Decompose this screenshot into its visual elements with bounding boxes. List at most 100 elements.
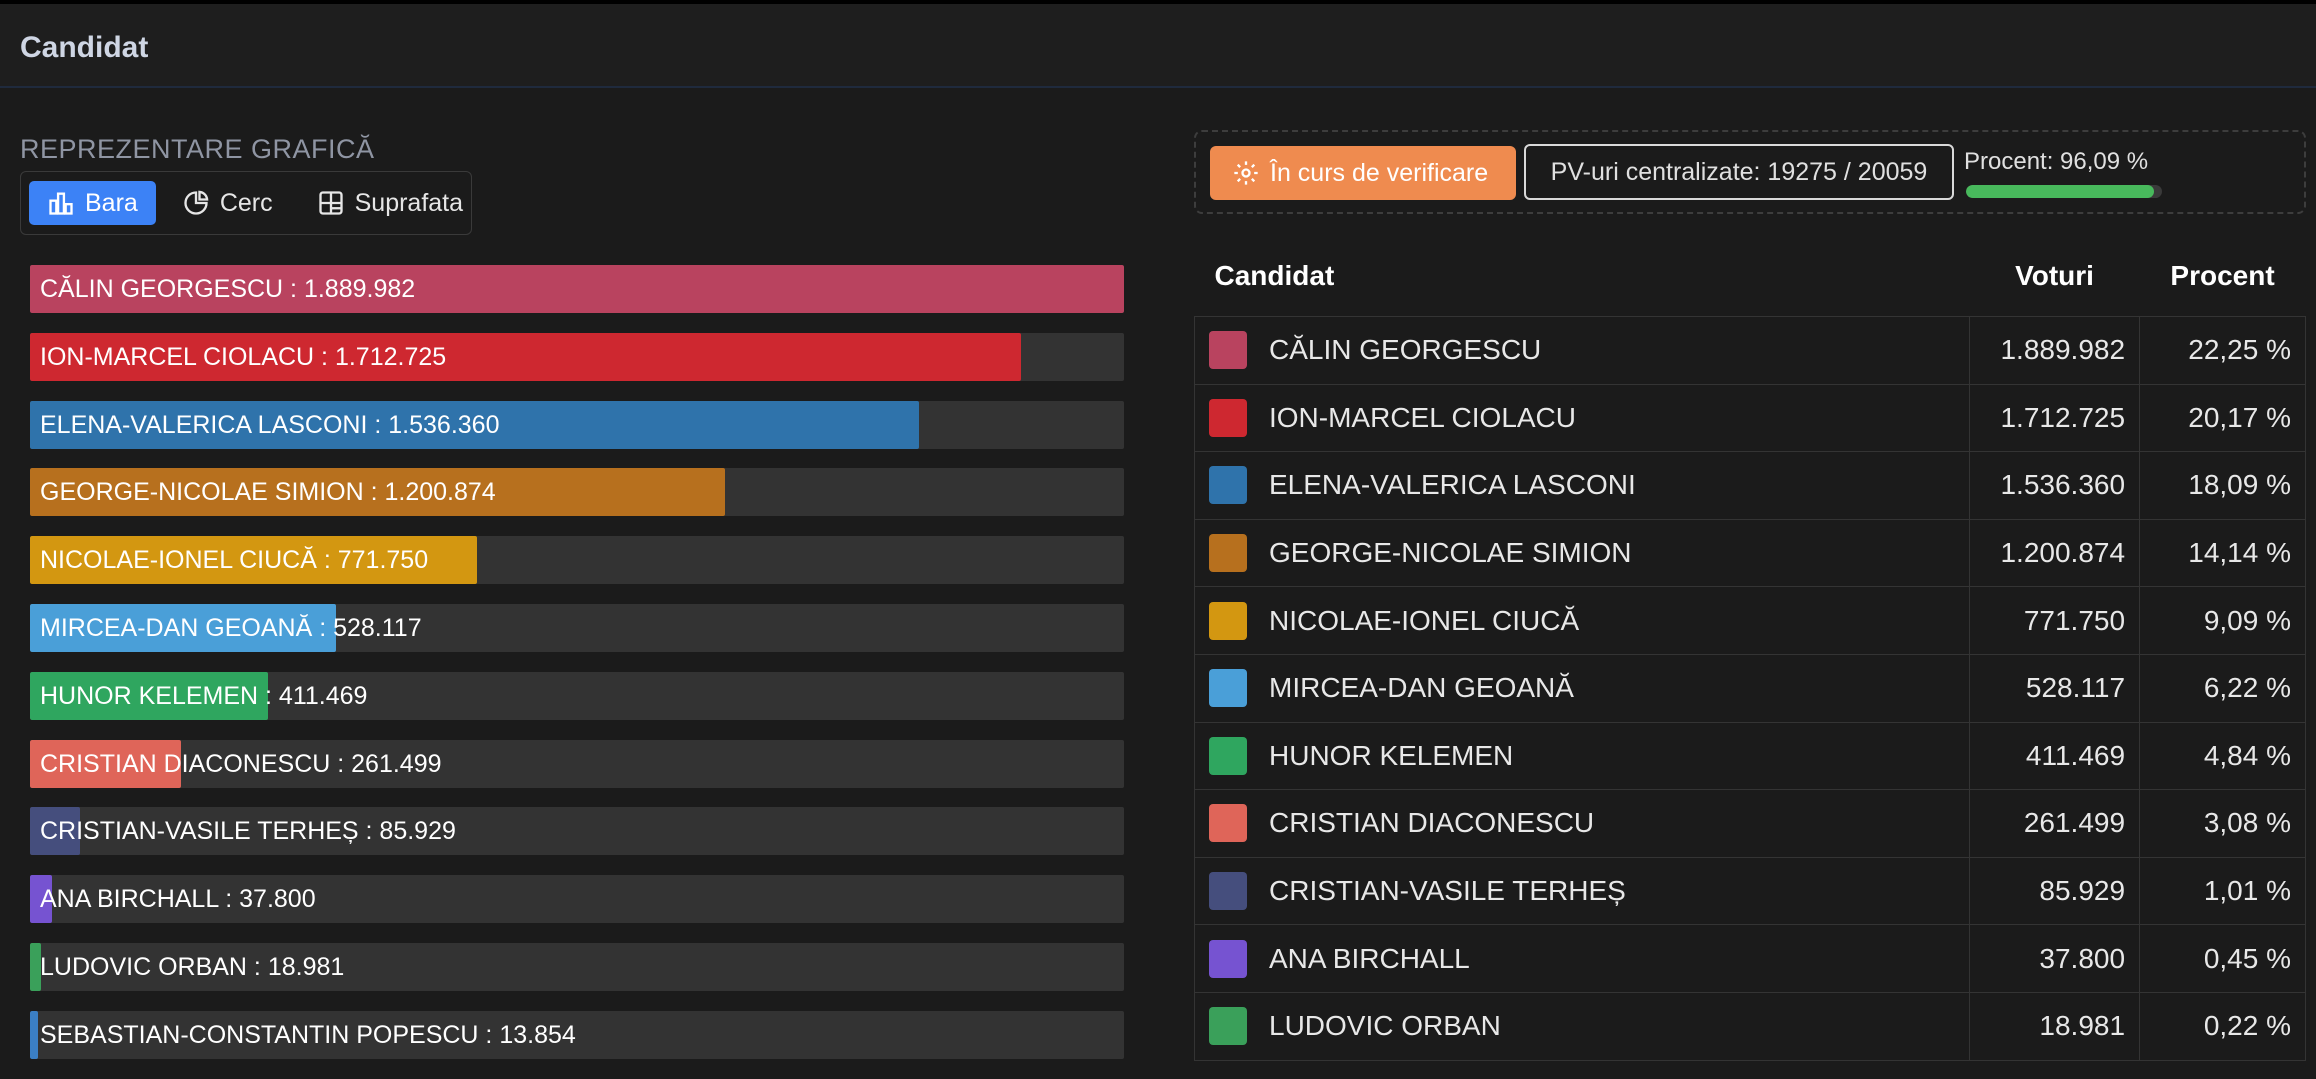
bar-label: HUNOR KELEMEN : 411.469 (40, 681, 368, 710)
color-swatch (1209, 466, 1247, 505)
color-swatch (1209, 534, 1247, 573)
bar-fill[interactable] (30, 536, 477, 585)
bar-fill[interactable] (30, 603, 336, 652)
bar-fill[interactable] (30, 807, 80, 856)
bar-row: CRISTIAN-VASILE TERHEȘ : 85.929 (30, 807, 1124, 856)
candidate-cell: MIRCEA-DAN GEOANĂ (1193, 653, 1971, 723)
bar-fill[interactable] (30, 332, 1022, 381)
bar-row: ELENA-VALERICA LASCONI : 1.536.360 (30, 400, 1124, 449)
table-row: MIRCEA-DAN GEOANĂ 528.117 6,22 % (1193, 653, 2306, 723)
color-swatch (1209, 804, 1247, 843)
table-row: NICOLAE-IONEL CIUCĂ 771.750 9,09 % (1193, 586, 2306, 655)
candidate-cell: CĂLIN GEORGESCU (1193, 316, 1971, 385)
chart-type-bar-label: Bara (85, 188, 138, 217)
candidate-cell: GEORGE-NICOLAE SIMION (1193, 518, 1971, 588)
table-row: LUDOVIC ORBAN 18.981 0,22 % (1193, 991, 2306, 1061)
bar-row: GEORGE-NICOLAE SIMION : 1.200.874 (30, 468, 1124, 517)
candidate-cell: ANA BIRCHALL (1193, 924, 1971, 993)
bar-row: CĂLIN GEORGESCU : 1.889.982 (30, 265, 1124, 313)
chart-type-bar-button[interactable]: Bara (29, 181, 156, 225)
percent-cell: 18,09 % (2139, 451, 2306, 520)
treemap-icon (318, 191, 343, 215)
candidate-name: CRISTIAN-VASILE TERHEȘ (1269, 875, 1626, 907)
votes-cell: 1.536.360 (1969, 451, 2141, 520)
bar-label: SEBASTIAN-CONSTANTIN POPESCU : 13.854 (40, 1020, 576, 1049)
bar-fill[interactable] (30, 468, 726, 517)
percent-label: Procent: 96,09 % (1964, 148, 2149, 175)
bar-row: NICOLAE-IONEL CIUCĂ : 771.750 (30, 536, 1124, 585)
bar-row: LUDOVIC ORBAN : 18.981 (30, 942, 1124, 991)
bar-fill[interactable] (30, 739, 182, 788)
table-row: ION-MARCEL CIOLACU 1.712.725 20,17 % (1193, 383, 2306, 453)
color-swatch (1209, 872, 1247, 911)
table-row: HUNOR KELEMEN 411.469 4,84 % (1193, 721, 2306, 791)
bar-chart-icon (49, 192, 73, 215)
candidate-name: HUNOR KELEMEN (1269, 739, 1514, 771)
table-header-row: Candidat Voturi Procent (1195, 236, 2306, 317)
candidate-name: ANA BIRCHALL (1269, 942, 1470, 974)
candidate-name: GEORGE-NICOLAE SIMION (1269, 537, 1632, 569)
color-swatch (1209, 669, 1247, 708)
table-row: CRISTIAN-VASILE TERHEȘ 85.929 1,01 % (1193, 856, 2306, 926)
bar-fill[interactable] (30, 671, 269, 720)
pv-counter-badge: PV-uri centralizate: 19275 / 20059 (1524, 144, 1954, 200)
candidate-name: ELENA-VALERICA LASCONI (1269, 469, 1636, 501)
bar-row: ANA BIRCHALL : 37.800 (30, 875, 1124, 924)
votes-cell: 37.800 (1969, 924, 2141, 993)
vote-bar-chart: CĂLIN GEORGESCU : 1.889.982 ION-MARCEL CI… (30, 265, 1124, 1079)
bar-label: LUDOVIC ORBAN : 18.981 (40, 952, 345, 981)
color-swatch (1209, 601, 1247, 640)
candidate-name: CRISTIAN DIACONESCU (1269, 807, 1595, 839)
percent-cell: 9,09 % (2139, 586, 2306, 655)
bar-fill[interactable] (30, 265, 1124, 313)
votes-cell: 18.981 (1969, 991, 2141, 1061)
percent-cell: 6,22 % (2139, 653, 2306, 723)
color-swatch (1209, 939, 1247, 978)
gear-icon (1234, 161, 1258, 185)
votes-cell: 1.200.874 (1969, 518, 2141, 588)
chart-type-pie-button[interactable]: Cerc (164, 181, 291, 225)
bar-label: ANA BIRCHALL : 37.800 (40, 885, 316, 914)
table-row: CRISTIAN DIACONESCU 261.499 3,08 % (1193, 789, 2306, 858)
votes-cell: 771.750 (1969, 586, 2141, 655)
bar-label: CĂLIN GEORGESCU : 1.889.982 (40, 275, 416, 303)
candidate-cell: HUNOR KELEMEN (1193, 721, 1971, 791)
table-row: CĂLIN GEORGESCU 1.889.982 22,25 % (1193, 316, 2306, 385)
bar-fill[interactable] (30, 875, 52, 924)
candidate-name: MIRCEA-DAN GEOANĂ (1269, 672, 1574, 704)
candidate-cell: LUDOVIC ORBAN (1193, 991, 1971, 1061)
bar-label: GEORGE-NICOLAE SIMION : 1.200.874 (40, 478, 496, 507)
votes-cell: 411.469 (1969, 721, 2141, 791)
bar-row: ION-MARCEL CIOLACU : 1.712.725 (30, 332, 1124, 381)
bar-row: MIRCEA-DAN GEOANĂ : 528.117 (30, 603, 1124, 652)
percent-cell: 0,22 % (2139, 991, 2306, 1061)
candidate-cell: CRISTIAN DIACONESCU (1193, 789, 1971, 858)
percent-progress-fill (1966, 185, 2155, 198)
bar-label: CRISTIAN DIACONESCU : 261.499 (40, 749, 442, 778)
color-swatch (1209, 736, 1247, 775)
bar-fill[interactable] (30, 400, 920, 449)
table-row: GEORGE-NICOLAE SIMION 1.200.874 14,14 % (1193, 518, 2306, 588)
bar-fill[interactable] (30, 1010, 39, 1059)
percent-cell: 14,14 % (2139, 518, 2306, 588)
percent-cell: 3,08 % (2139, 789, 2306, 858)
candidate-name: NICOLAE-IONEL CIUCĂ (1269, 604, 1580, 636)
percent-cell: 4,84 % (2139, 721, 2306, 791)
chart-type-area-label: Suprafata (354, 188, 464, 217)
bar-row: HUNOR KELEMEN : 411.469 (30, 671, 1124, 720)
header-candidate: Candidat (1214, 260, 1335, 291)
page-title: Candidat (20, 31, 149, 64)
bar-row: SEBASTIAN-CONSTANTIN POPESCU : 13.854 (30, 1010, 1124, 1059)
votes-cell: 528.117 (1969, 653, 2141, 723)
table-row: ANA BIRCHALL 37.800 0,45 % (1193, 924, 2306, 993)
pie-chart-icon (184, 190, 209, 215)
chart-type-area-button[interactable]: Suprafata (299, 181, 481, 225)
percent-cell: 0,45 % (2139, 924, 2306, 993)
candidate-cell: CRISTIAN-VASILE TERHEȘ (1193, 856, 1971, 926)
chart-type-pie-label: Cerc (219, 188, 273, 217)
candidate-cell: NICOLAE-IONEL CIUCĂ (1193, 586, 1971, 655)
candidate-name: ION-MARCEL CIOLACU (1269, 401, 1577, 433)
bar-label: MIRCEA-DAN GEOANĂ : 528.117 (40, 613, 422, 642)
verification-status-button[interactable]: În curs de verificare (1210, 146, 1516, 200)
bar-fill[interactable] (30, 942, 41, 991)
